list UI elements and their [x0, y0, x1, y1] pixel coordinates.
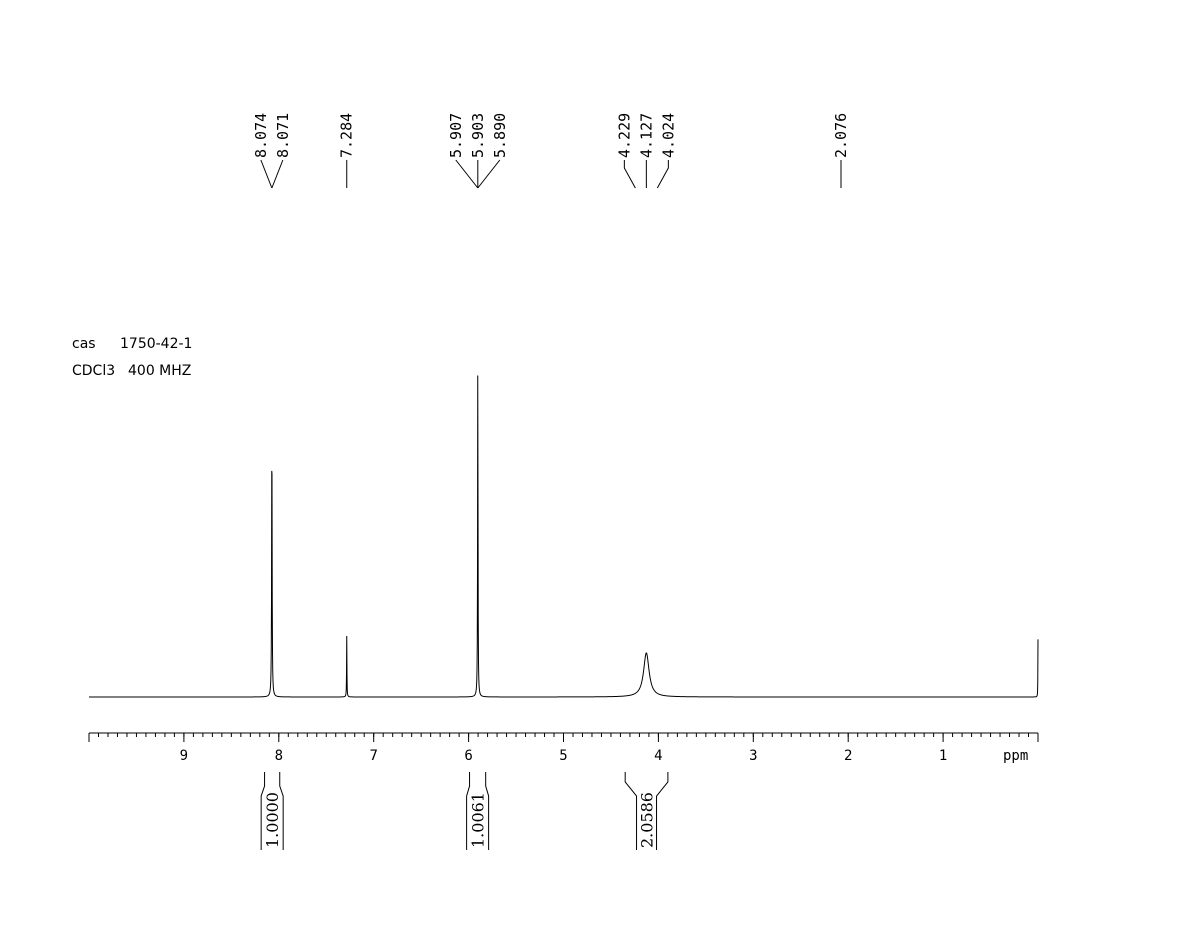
peak-label-group: 7.284 [338, 113, 356, 188]
peak-shift-label: 4.127 [637, 113, 655, 158]
peak-label-group: 4.229 4.127 4.024 [615, 113, 677, 189]
integrals: 1.0000 1.0061 2.0586 [260, 772, 669, 850]
peak-shift-label: 4.229 [615, 113, 633, 158]
cas-label: cas [72, 336, 96, 352]
x-tick-label: 4 [654, 748, 662, 764]
peak-label-group: 2.076 [832, 113, 850, 188]
peak-shift-label: 8.071 [274, 113, 292, 158]
integral: 1.0061 [466, 772, 490, 850]
peak-label-connector [623, 160, 636, 189]
peak-label-group: 8.074 8.071 [252, 113, 292, 189]
peak-label-connector [455, 159, 479, 189]
peak-label-connector [656, 160, 669, 189]
peak-shift-label: 7.284 [338, 113, 356, 158]
peak-label-connector [271, 159, 284, 189]
x-tick-label: 3 [749, 748, 757, 764]
x-tick-label: 9 [180, 748, 188, 764]
peak-shift-label: 5.903 [469, 113, 487, 158]
integral-value: 2.0586 [638, 792, 657, 848]
peak-shift-label: 5.907 [447, 113, 465, 158]
integral-value: 1.0061 [469, 792, 488, 848]
spectrum-line [89, 375, 1039, 698]
x-tick-label: 5 [559, 748, 567, 764]
solvent-label: CDCl3 [72, 363, 116, 379]
x-axis-unit-label: ppm [1003, 748, 1028, 764]
x-tick-label: 1 [939, 748, 947, 764]
cas-number: 1750-42-1 [120, 336, 193, 352]
integral-bracket [466, 772, 490, 850]
peak-labels: 8.074 8.071 7.284 5.907 5.903 5.890 4.229 4.127… [252, 113, 850, 189]
x-tick-label: 6 [464, 748, 472, 764]
peak-label-connector [260, 159, 273, 189]
peak-label-connector [477, 159, 501, 189]
x-tick-label: 8 [275, 748, 283, 764]
peak-label-group: 5.907 5.903 5.890 [447, 113, 509, 189]
x-tick-label: 7 [369, 748, 377, 764]
integral: 2.0586 [624, 772, 669, 850]
peak-shift-label: 8.074 [252, 113, 270, 158]
x-axis-minor-ticks [88, 733, 1039, 737]
x-tick-label: 2 [844, 748, 852, 764]
frequency-label: 400 MHZ [128, 363, 192, 379]
peak-shift-label: 5.890 [491, 113, 509, 158]
integral-value: 1.0000 [263, 792, 282, 848]
peak-shift-label: 4.024 [659, 113, 677, 158]
x-axis-major-ticks: 9 8 7 6 5 4 3 2 1 [88, 733, 1039, 764]
integral-bracket [624, 772, 669, 850]
peak-shift-label: 2.076 [832, 113, 850, 158]
integral: 1.0000 [260, 772, 284, 850]
integral-bracket [260, 772, 284, 850]
x-axis: 9 8 7 6 5 4 3 2 1 ppm [88, 732, 1039, 764]
